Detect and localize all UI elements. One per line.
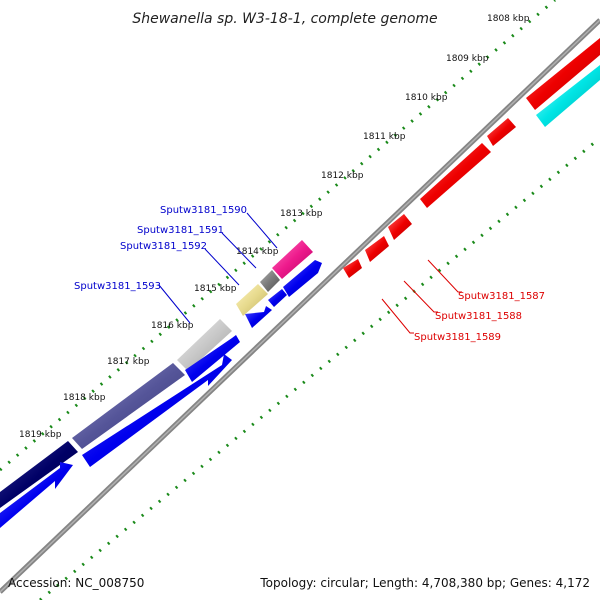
leader-line-1590 bbox=[246, 212, 278, 249]
feature-magenta[interactable] bbox=[272, 240, 313, 279]
feature-navy[interactable] bbox=[0, 441, 78, 508]
feature-blue-3[interactable] bbox=[185, 335, 240, 382]
gene-label-1592[interactable]: Sputw3181_1592 bbox=[120, 241, 207, 252]
leader-line-1591 bbox=[221, 232, 257, 269]
feature-khaki[interactable] bbox=[236, 284, 268, 316]
feature-red-1588[interactable] bbox=[365, 236, 389, 262]
tick-label-1810: 1810 kbp bbox=[405, 93, 448, 103]
leader-line-1587 bbox=[427, 259, 462, 293]
tick-label-1809: 1809 kbp bbox=[446, 54, 489, 64]
feature-cyan[interactable] bbox=[536, 65, 600, 127]
feature-red-1587[interactable] bbox=[343, 259, 362, 278]
tick-label-1818: 1818 kbp bbox=[63, 393, 106, 403]
gene-label-1589[interactable]: Sputw3181_1589 bbox=[414, 332, 501, 343]
feature-red-a[interactable] bbox=[420, 143, 491, 208]
leader-line-1589 bbox=[381, 298, 414, 334]
leader-line-1593 bbox=[158, 284, 191, 324]
tick-label-1812: 1812 kbp bbox=[321, 171, 364, 181]
feature-red-b[interactable] bbox=[487, 118, 516, 146]
feature-blue-4[interactable] bbox=[245, 306, 272, 328]
leader-line-1588 bbox=[403, 280, 438, 313]
inner-tick-ring bbox=[39, 136, 600, 600]
gene-label-1588[interactable]: Sputw3181_1588 bbox=[435, 311, 522, 322]
feature-red-c[interactable] bbox=[526, 38, 600, 110]
tick-label-1817: 1817 kbp bbox=[107, 357, 150, 367]
gene-label-1587[interactable]: Sputw3181_1587 bbox=[458, 291, 545, 302]
feature-blue-5[interactable] bbox=[268, 289, 287, 307]
map-title: Shewanella sp. W3-18-1, complete genome bbox=[132, 11, 437, 27]
genome-stats-text: Topology: circular; Length: 4,708,380 bp… bbox=[260, 576, 590, 590]
feature-blue-2[interactable] bbox=[82, 354, 232, 467]
tick-label-1811: 1811 kbp bbox=[363, 132, 406, 142]
tick-label-1813: 1813 kbp bbox=[280, 209, 323, 219]
feature-blue-1[interactable] bbox=[0, 462, 73, 528]
accession-text: Accession: NC_008750 bbox=[8, 576, 145, 590]
gene-label-1593[interactable]: Sputw3181_1593 bbox=[74, 281, 161, 292]
gene-label-1591[interactable]: Sputw3181_1591 bbox=[137, 225, 224, 236]
leader-line-1592 bbox=[204, 248, 240, 286]
tick-label-1814: 1814 kbp bbox=[236, 247, 279, 257]
feature-slate[interactable] bbox=[72, 363, 185, 449]
tick-label-1816: 1816 kbp bbox=[151, 321, 194, 331]
feature-blue-6[interactable] bbox=[283, 260, 322, 297]
outer-tick-ring bbox=[0, 0, 556, 472]
feature-grey-light[interactable] bbox=[177, 319, 232, 371]
tick-label-1819: 1819 kbp bbox=[19, 430, 62, 440]
gene-label-1590[interactable]: Sputw3181_1590 bbox=[160, 205, 247, 216]
tick-label-1808: 1808 kbp bbox=[487, 14, 530, 24]
feature-red-1589[interactable] bbox=[388, 214, 412, 240]
feature-dark-grey[interactable] bbox=[260, 270, 280, 292]
tick-label-1815: 1815 kbp bbox=[194, 284, 237, 294]
